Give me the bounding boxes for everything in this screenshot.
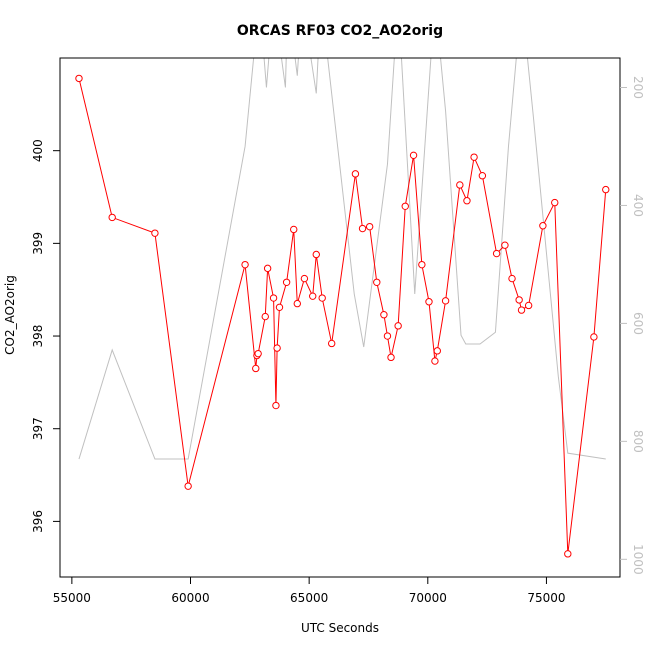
series-group bbox=[75, 58, 610, 558]
data-point bbox=[373, 278, 381, 286]
data-point bbox=[456, 181, 464, 189]
data-point bbox=[590, 333, 598, 341]
data-point bbox=[425, 298, 433, 306]
x-tick-label: 70000 bbox=[409, 591, 447, 605]
data-point bbox=[263, 264, 272, 273]
data-point bbox=[312, 250, 320, 259]
data-point bbox=[492, 249, 501, 258]
data-point bbox=[351, 170, 360, 178]
data-point bbox=[273, 344, 281, 352]
data-point bbox=[564, 550, 572, 558]
x-axis-label: UTC Seconds bbox=[301, 621, 379, 635]
data-point bbox=[272, 401, 280, 410]
chart-title: ORCAS RF03 CO2_AO2orig bbox=[237, 23, 443, 39]
data-point bbox=[433, 347, 441, 355]
data-point bbox=[241, 260, 249, 269]
data-point bbox=[252, 364, 260, 373]
data-point bbox=[418, 260, 426, 269]
data-point bbox=[184, 482, 192, 490]
y-axis-label: CO2_AO2orig bbox=[3, 275, 17, 355]
data-point bbox=[75, 74, 83, 83]
data-point bbox=[515, 296, 523, 304]
data-point bbox=[508, 274, 516, 283]
data-point bbox=[551, 198, 559, 207]
y-tick-label: 399 bbox=[31, 232, 45, 255]
data-point bbox=[524, 301, 533, 310]
data-point bbox=[383, 332, 392, 340]
data-point bbox=[151, 229, 159, 237]
data-point bbox=[431, 357, 439, 365]
data-point bbox=[275, 303, 284, 312]
y2-tick-label: 1000 bbox=[631, 544, 645, 575]
data-point bbox=[380, 311, 388, 319]
plot-frame bbox=[59, 57, 621, 578]
data-point bbox=[394, 322, 402, 330]
series-line-right-axis bbox=[78, 58, 606, 460]
y2-tick-label: 800 bbox=[631, 430, 645, 453]
data-point bbox=[261, 312, 269, 321]
y-tick-label: 400 bbox=[31, 139, 45, 162]
data-point bbox=[602, 185, 610, 194]
x-tick-label: 60000 bbox=[171, 591, 209, 605]
data-point bbox=[300, 274, 309, 283]
data-point bbox=[463, 197, 471, 205]
y2-tick-label: 600 bbox=[631, 312, 645, 335]
y2-tick-label: 400 bbox=[631, 194, 645, 217]
y-tick-label: 396 bbox=[31, 510, 45, 533]
x-tick-label: 55000 bbox=[53, 591, 91, 605]
data-point bbox=[365, 222, 374, 231]
data-point bbox=[441, 297, 450, 305]
data-point bbox=[282, 278, 291, 286]
data-point bbox=[293, 299, 301, 308]
data-point bbox=[409, 151, 418, 160]
data-point bbox=[290, 225, 298, 234]
x-tick-label: 75000 bbox=[527, 591, 565, 605]
data-point bbox=[539, 222, 547, 230]
data-point bbox=[358, 224, 367, 233]
data-point bbox=[470, 153, 478, 161]
series-line-co2 bbox=[78, 78, 607, 554]
data-point bbox=[501, 241, 509, 249]
data-point bbox=[318, 294, 326, 302]
data-point bbox=[254, 349, 262, 358]
x-tick-label: 65000 bbox=[290, 591, 328, 605]
data-point bbox=[517, 306, 526, 314]
y-tick-label: 397 bbox=[31, 417, 45, 440]
data-point bbox=[387, 353, 395, 362]
y2-tick-label: 200 bbox=[631, 76, 645, 99]
data-point bbox=[309, 292, 317, 300]
data-point bbox=[108, 213, 116, 222]
data-point bbox=[327, 339, 336, 348]
y-tick-label: 398 bbox=[31, 325, 45, 348]
data-point bbox=[269, 294, 278, 302]
plot-area: 55000 60000 65000 70000 75000 396 397 398 399 400… bbox=[31, 57, 645, 605]
data-point bbox=[478, 172, 487, 180]
data-point bbox=[401, 202, 409, 210]
